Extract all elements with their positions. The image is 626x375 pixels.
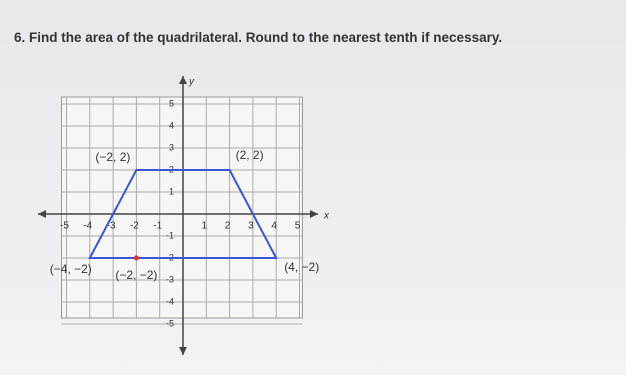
x-axis-label: x [323,211,330,222]
y-axis-label: y [188,77,195,88]
y-arrow-up [179,76,187,84]
grid-frame [61,96,303,319]
y-tick-label: 4 [169,120,174,130]
y-tick-label: 3 [169,142,174,152]
x-arrow-right [310,210,318,218]
x-tick-label: -4 [83,221,92,232]
vertex-label: (−4, −2) [50,262,92,276]
y-tick-label: -5 [166,318,174,328]
y-tick-label: 5 [169,98,174,108]
x-tick-label: -5 [60,221,69,232]
marked-point [133,255,139,261]
question: 6. Find the area of the quadrilateral. R… [14,30,503,45]
point-label: (−2, −2) [115,268,157,282]
y-arrow-down [179,347,187,355]
vertex-label: (4, −2) [284,260,319,274]
x-tick-label: 2 [225,221,231,232]
y-tick-label: 1 [169,186,174,196]
vertex-label: (−2, 2) [95,150,130,164]
x-tick-label: 1 [202,221,208,232]
quadrilateral [88,169,278,259]
x-tick-label: 5 [295,221,301,232]
x-tick-label: -2 [130,221,139,232]
x-tick-label: -3 [107,221,116,232]
y-tick-label: -3 [166,274,174,284]
y-tick-label: -1 [166,230,174,240]
x-tick-label: 4 [271,221,277,232]
y-tick-label: -4 [166,296,174,306]
x-arrow-left [38,210,46,218]
vertex-label: (2, 2) [236,148,264,162]
x-tick-label: -1 [153,221,162,232]
x-tick-label: 3 [248,221,254,232]
